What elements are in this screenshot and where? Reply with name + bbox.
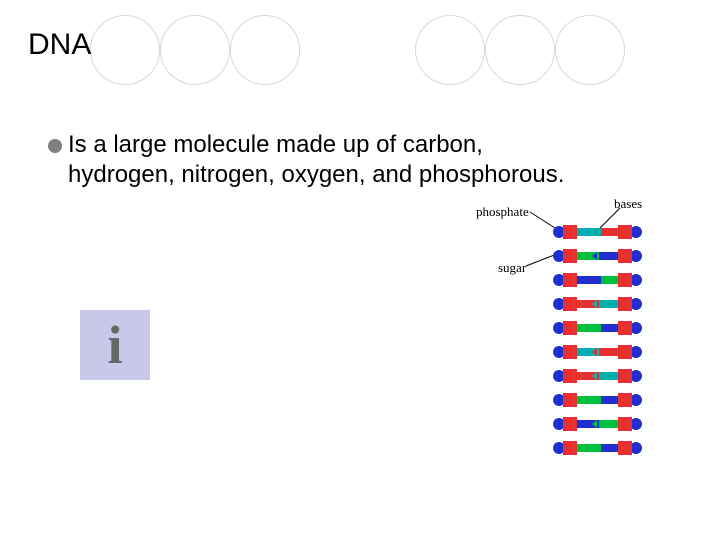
info-icon[interactable]: i bbox=[80, 310, 150, 380]
decorative-circle bbox=[415, 15, 485, 85]
dna-rung bbox=[555, 412, 640, 436]
dna-rung bbox=[555, 364, 640, 388]
dna-rung bbox=[555, 292, 640, 316]
bullet-text: Is a large molecule made up of carbon, h… bbox=[68, 130, 578, 190]
decorative-circle bbox=[555, 15, 625, 85]
label-bases: bases bbox=[614, 196, 642, 212]
bullet-row: Is a large molecule made up of carbon, h… bbox=[48, 130, 578, 190]
dna-diagram bbox=[555, 220, 640, 500]
decorative-circle bbox=[160, 15, 230, 85]
dna-rung bbox=[555, 268, 640, 292]
dna-rung bbox=[555, 316, 640, 340]
page-title: DNA bbox=[28, 28, 91, 62]
dna-rung bbox=[555, 388, 640, 412]
dna-rung bbox=[555, 220, 640, 244]
decorative-circle bbox=[90, 15, 160, 85]
dna-rung bbox=[555, 436, 640, 460]
decorative-circles bbox=[0, 10, 720, 90]
dna-rung bbox=[555, 244, 640, 268]
bullet-icon bbox=[48, 139, 62, 153]
info-glyph: i bbox=[107, 318, 122, 372]
label-phosphate: phosphate bbox=[476, 204, 529, 220]
decorative-circle bbox=[485, 15, 555, 85]
dna-rung bbox=[555, 340, 640, 364]
label-sugar: sugar bbox=[498, 260, 526, 276]
decorative-circle bbox=[230, 15, 300, 85]
